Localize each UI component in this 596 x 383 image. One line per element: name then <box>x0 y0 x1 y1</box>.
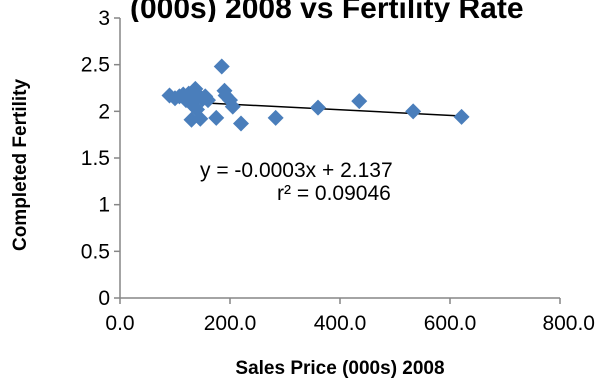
data-point <box>453 108 470 125</box>
data-point <box>200 92 216 109</box>
data-point <box>224 98 241 115</box>
y-tick-label: 0 <box>98 287 110 310</box>
y-tick-label: 0.5 <box>81 240 110 263</box>
x-tick-label: 0.0 <box>105 312 134 335</box>
data-point <box>310 99 326 116</box>
y-axis-ticks: 0 0.5 1 1.5 2 2.5 3 <box>81 7 120 310</box>
data-point <box>192 110 209 127</box>
data-points <box>161 58 470 132</box>
data-point <box>351 93 368 110</box>
x-tick-label: 800.0 <box>542 312 595 335</box>
trendline-equation: y = -0.0003x + 2.137 <box>200 159 393 182</box>
r-squared-label: r² = 0.09046 <box>277 182 391 205</box>
y-axis-title: Completed Fertility <box>10 79 31 252</box>
x-axis-ticks: 0.0 200.0 400.0 600.0 800.0 <box>105 298 595 335</box>
data-point <box>208 109 225 126</box>
y-tick-label: 3 <box>98 7 110 30</box>
x-tick-label: 600.0 <box>424 312 477 335</box>
data-point <box>233 115 249 132</box>
y-tick-label: 1.5 <box>81 147 110 170</box>
x-tick-label: 400.0 <box>314 312 367 335</box>
y-tick-label: 2.5 <box>81 54 110 77</box>
x-axis-title: Sales Price (000s) 2008 <box>235 358 444 379</box>
data-point <box>213 58 230 75</box>
y-tick-label: 2 <box>98 100 110 123</box>
x-tick-label: 200.0 <box>204 312 257 335</box>
data-point <box>405 103 422 120</box>
data-point <box>267 109 284 126</box>
y-tick-label: 1 <box>98 194 110 217</box>
chart-title-fragment: (000s) 2008 vs Fertility Rate <box>130 0 524 25</box>
